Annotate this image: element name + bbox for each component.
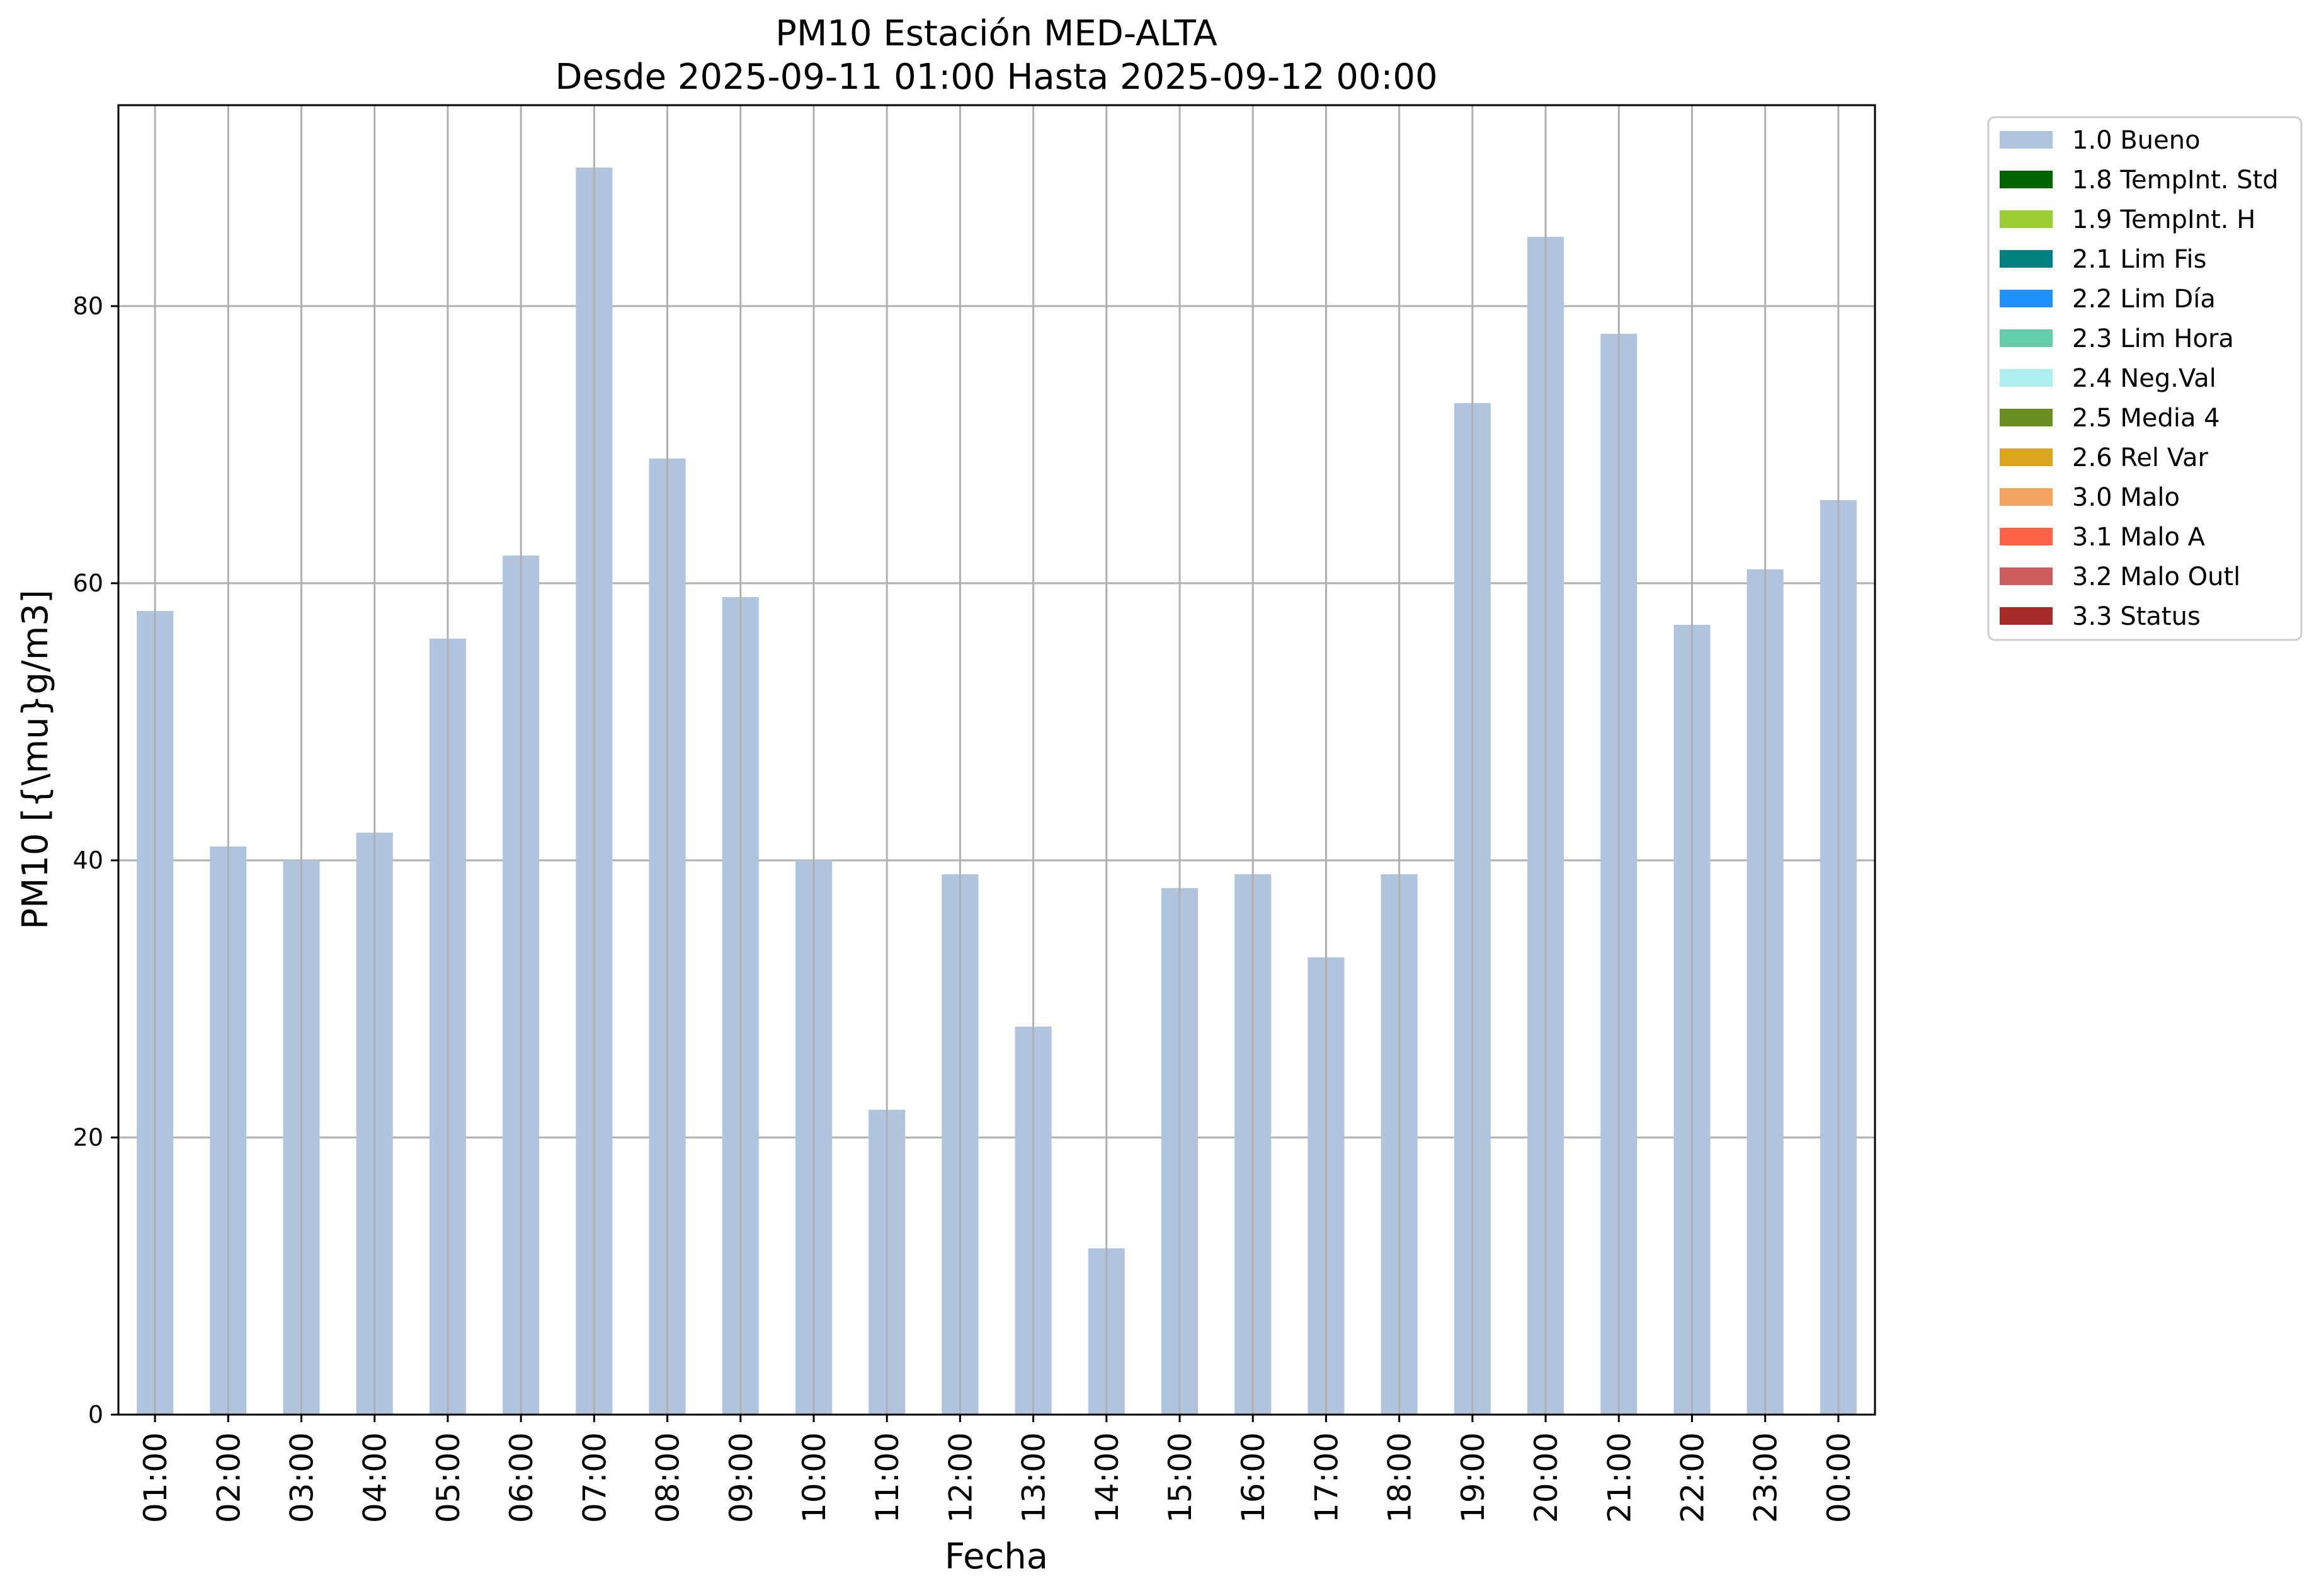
y-tick-label: 60 — [73, 569, 103, 597]
legend-label: 1.8 TempInt. Std — [2072, 166, 2279, 195]
legend-swatch — [2000, 250, 2053, 268]
y-axis-ticks: 0 20 40 60 80 — [73, 292, 118, 1428]
x-tick-label: 15:00 — [1162, 1432, 1199, 1523]
legend-swatch — [2000, 567, 2053, 585]
legend-label: 3.1 Malo A — [2072, 523, 2206, 552]
vertical-grid-lines — [154, 105, 1840, 1415]
y-tick-label: 20 — [73, 1124, 103, 1151]
x-axis-ticks: 01:00 02:00 03:00 04:00 05:00 06:00 07:00 08:00… — [137, 1415, 1857, 1523]
bars — [137, 168, 1857, 1415]
legend-label: 1.0 Bueno — [2072, 126, 2201, 155]
legend-label: 2.1 Lim Fis — [2072, 245, 2206, 274]
x-tick-label: 23:00 — [1748, 1432, 1784, 1523]
x-tick-label: 18:00 — [1382, 1432, 1418, 1523]
chart-subtitle: Desde 2025-09-11 01:00 Hasta 2025-09-12 … — [555, 57, 1437, 98]
legend-swatch — [2000, 448, 2053, 466]
legend-label: 1.9 TempInt. H — [2072, 205, 2255, 234]
x-tick-label: 01:00 — [137, 1432, 174, 1523]
chart-title: PM10 Estación MED-ALTA — [775, 13, 1217, 54]
legend-label: 2.4 Neg.Val — [2072, 364, 2216, 393]
x-tick-label: 13:00 — [1016, 1432, 1052, 1523]
x-tick-label: 07:00 — [576, 1432, 613, 1523]
legend-swatch — [2000, 329, 2053, 347]
legend: 1.0 Bueno 1.8 TempInt. Std 1.9 TempInt. H 2… — [1987, 116, 2303, 641]
x-tick-label: 22:00 — [1674, 1432, 1711, 1523]
x-axis-label: Fecha — [945, 1536, 1048, 1577]
x-tick-label: 06:00 — [503, 1432, 540, 1523]
x-tick-label: 05:00 — [430, 1432, 467, 1523]
x-tick-label: 09:00 — [723, 1432, 760, 1523]
y-tick-label: 40 — [73, 846, 103, 874]
legend-swatch — [2000, 488, 2053, 506]
x-tick-label: 16:00 — [1235, 1432, 1272, 1523]
legend-entries: 1.0 Bueno 1.8 TempInt. Std 1.9 TempInt. H 2… — [2000, 126, 2279, 631]
x-tick-label: 03:00 — [284, 1432, 321, 1523]
x-tick-label: 17:00 — [1308, 1432, 1345, 1523]
legend-swatch — [2000, 210, 2053, 228]
plot-frame — [117, 104, 1876, 1416]
legend-label: 2.5 Media 4 — [2072, 404, 2220, 433]
legend-swatch — [2000, 607, 2053, 625]
x-tick-label: 04:00 — [357, 1432, 394, 1523]
x-tick-label: 19:00 — [1455, 1432, 1491, 1523]
x-tick-label: 02:00 — [210, 1432, 247, 1523]
x-tick-label: 10:00 — [796, 1432, 833, 1523]
y-tick-label: 80 — [73, 292, 103, 320]
y-tick-label: 0 — [88, 1401, 103, 1428]
x-tick-label: 00:00 — [1821, 1432, 1857, 1523]
legend-label: 2.3 Lim Hora — [2072, 324, 2234, 353]
legend-label: 3.3 Status — [2072, 602, 2201, 631]
x-tick-label: 14:00 — [1089, 1432, 1125, 1523]
legend-swatch — [2000, 369, 2053, 387]
legend-label: 3.2 Malo Outl — [2072, 562, 2240, 591]
legend-swatch — [2000, 290, 2053, 307]
legend-label: 3.0 Malo — [2072, 483, 2180, 512]
legend-swatch — [2000, 131, 2053, 149]
x-tick-label: 12:00 — [942, 1432, 979, 1523]
x-tick-label: 20:00 — [1528, 1432, 1564, 1523]
x-tick-label: 21:00 — [1601, 1432, 1638, 1523]
legend-swatch — [2000, 171, 2053, 188]
x-tick-label: 11:00 — [869, 1432, 906, 1523]
legend-swatch — [2000, 528, 2053, 545]
legend-swatch — [2000, 409, 2053, 426]
legend-label: 2.2 Lim Día — [2072, 285, 2216, 314]
legend-frame — [1987, 116, 2303, 641]
legend-label: 2.6 Rel Var — [2072, 443, 2209, 472]
y-axis-label: PM10 [{\mu}g/m3] — [15, 590, 56, 930]
x-tick-label: 08:00 — [650, 1432, 687, 1523]
